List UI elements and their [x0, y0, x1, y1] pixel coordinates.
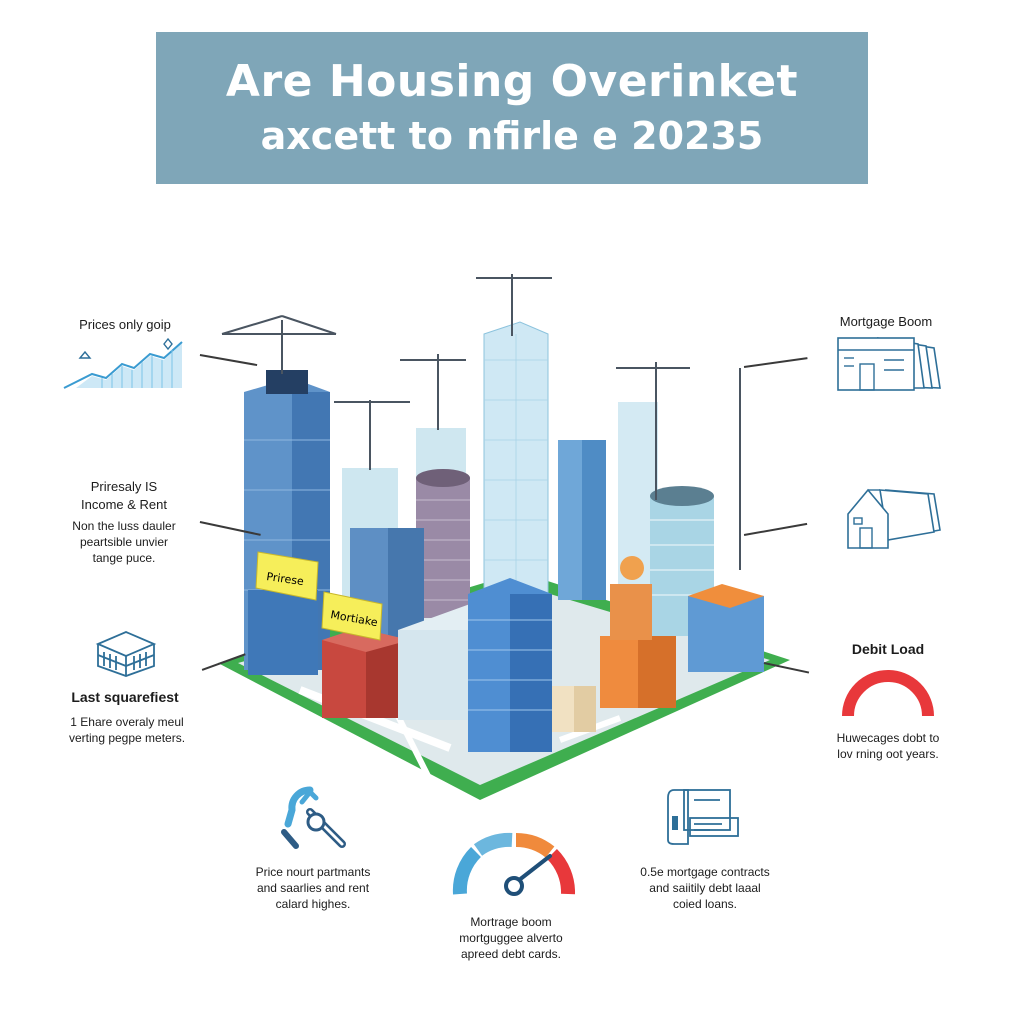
bottom-center-title: Mortrage boom [470, 915, 552, 929]
title-line-2: axcett to nfirle e 20235 [260, 114, 764, 159]
title-line-1: Are Housing Overinket [225, 55, 799, 107]
income-title: Priresaly IS Income & Rent [54, 478, 194, 513]
debt-title: Debit Load [851, 641, 925, 657]
bottom-left-desc-line-3: calard highes. [275, 897, 351, 912]
bottom-right-desc-line-3: coied loans. [672, 897, 738, 912]
sign-2: Mortiake [321, 591, 383, 641]
bottom-right-desc-line-2: and saiitily debt laaal [649, 881, 761, 896]
income-desc: Non the luss dauler peartsible unvier ta… [48, 518, 200, 567]
sign-1: Prirese [255, 551, 319, 601]
sign-1-label: Prirese [266, 570, 305, 588]
prices-title: Prices only goip [79, 317, 171, 332]
income-title-line-1: Priresaly IS [90, 479, 158, 494]
bottom-left-desc: Price nourt partmants and saarlies and r… [238, 864, 388, 913]
debt-desc-line-2: lov rning oot years. [837, 747, 939, 762]
city-illustration: Prirese Mortiake [218, 274, 790, 800]
house-icon [847, 488, 941, 549]
title-banner: Are Housing Overinket axcett to nfirle e… [156, 32, 868, 184]
line-chart-icon [63, 337, 183, 389]
income-title-line-2: Income & Rent [81, 496, 167, 512]
bottom-left-desc-line-1: Price nourt partmants [255, 865, 371, 879]
debt-desc-line-1: Huwecages dobt to [836, 731, 940, 745]
building-icon [95, 631, 157, 677]
debt-gauge-icon [842, 670, 934, 717]
speedometer-icon [452, 832, 575, 896]
document-card-icon [667, 789, 739, 845]
square-desc-line-1: 1 Ehare overaly meul [70, 715, 184, 729]
mortgage-title: Mortgage Boom [839, 314, 933, 329]
bottom-left-desc-line-2: and saarlies and rent [256, 881, 370, 896]
income-desc-line-1: Non the luss dauler [72, 519, 176, 533]
bottom-right-desc-line-1: 0.5e mortgage contracts [640, 865, 770, 879]
income-desc-line-3: tange puce. [92, 551, 156, 566]
square-desc-line-2: verting pegpe meters. [68, 731, 186, 746]
debt-desc: Huwecages dobt to lov rning oot years. [818, 730, 958, 762]
bottom-right-desc: 0.5e mortgage contracts and saiitily deb… [624, 864, 786, 913]
square-desc: 1 Ehare overaly meul verting pegpe meter… [52, 714, 202, 746]
bottom-center-desc-line-2: apreed debt cards. [460, 947, 562, 962]
income-desc-line-2: peartsible unvier [79, 535, 169, 550]
square-title: Last squarefiest [71, 689, 179, 705]
tools-icon [281, 786, 346, 849]
bottom-center-desc: mortguggee alverto apreed debt cards. [430, 930, 592, 962]
bank-stack-icon [837, 337, 941, 391]
bottom-center-desc-line-1: mortguggee alverto [459, 931, 563, 945]
